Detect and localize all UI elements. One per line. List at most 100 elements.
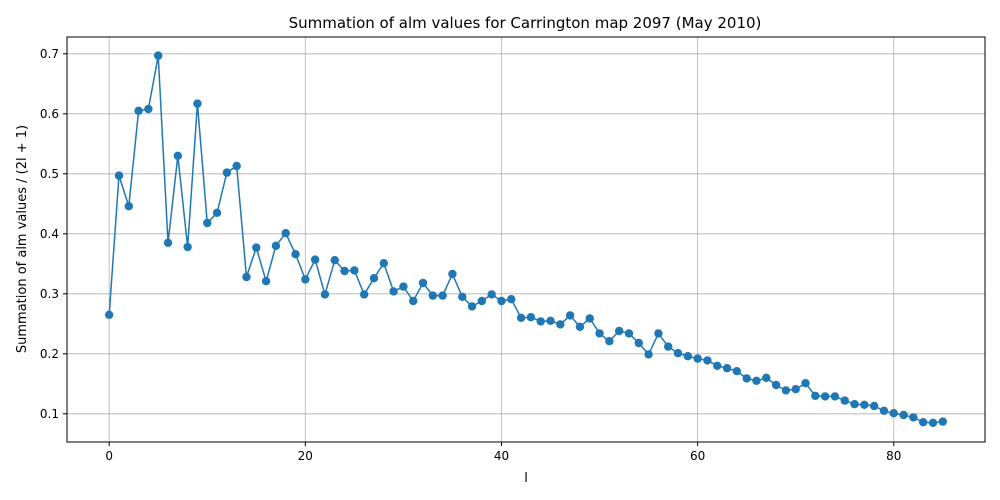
data-point [722, 364, 732, 373]
data-point [144, 104, 153, 114]
x-tick-label: 0 [105, 449, 113, 463]
data-point [791, 385, 800, 394]
data-point [330, 256, 339, 265]
y-tick-label: 0.2 [40, 347, 59, 361]
data-point [379, 259, 388, 268]
data-point [536, 317, 545, 326]
data-point [438, 291, 447, 300]
data-point [301, 275, 310, 284]
plot-frame [66, 36, 986, 443]
data-point [399, 282, 408, 291]
chart-title: Summation of alm values for Carrington m… [289, 14, 762, 32]
data-point [261, 277, 271, 286]
data-point [418, 278, 428, 288]
data-point [389, 287, 398, 296]
data-point [634, 338, 643, 348]
data-point [879, 406, 889, 415]
data-point [154, 51, 163, 60]
data-point [409, 296, 418, 306]
x-axis-label: l [524, 471, 528, 486]
data-point [742, 374, 751, 383]
data-point [183, 242, 192, 252]
data-point [467, 302, 477, 311]
x-tick-label: 60 [690, 449, 705, 463]
data-point [310, 255, 320, 264]
data-point [340, 266, 349, 276]
data-point [281, 229, 290, 238]
x-tick-label: 80 [886, 449, 901, 463]
data-point [242, 272, 251, 282]
data-point [869, 401, 879, 411]
data-point [369, 274, 379, 283]
data-point [840, 396, 849, 405]
y-tick-label: 0.7 [40, 47, 59, 61]
data-point [114, 171, 124, 180]
data-point [909, 413, 918, 422]
data-point [124, 202, 133, 211]
y-tick-label: 0.4 [40, 227, 59, 241]
y-tick-label: 0.6 [40, 107, 59, 121]
series-line [108, 55, 943, 424]
y-tick-label: 0.5 [40, 167, 59, 181]
data-point [507, 295, 516, 304]
data-point [830, 392, 840, 401]
data-point [762, 373, 771, 382]
data-point [565, 311, 575, 320]
data-point [732, 367, 742, 376]
data-point [771, 380, 781, 390]
data-point [899, 410, 908, 420]
data-point [713, 361, 722, 370]
axis-ticks: 0 20 40 60 80 0.1 0.2 0.3 0.4 0.5 0.6 0.7 [40, 47, 902, 463]
data-point [428, 291, 438, 300]
data-point [575, 322, 585, 331]
data-point [683, 352, 693, 361]
data-point [585, 314, 594, 323]
data-point [624, 329, 634, 338]
x-tick-label: 20 [298, 449, 313, 463]
y-tick-label: 0.1 [40, 407, 59, 421]
data-point [448, 269, 457, 279]
data-point [320, 290, 330, 299]
data-point [644, 350, 653, 359]
data-point [526, 313, 536, 322]
data-point [889, 409, 898, 418]
data-point [673, 349, 683, 358]
grid [67, 37, 985, 442]
data-point [614, 326, 624, 336]
data-point [693, 354, 702, 363]
data-point [820, 392, 830, 401]
data-point [497, 296, 506, 306]
data-point [359, 290, 369, 299]
data-point [134, 106, 143, 116]
data-point [654, 329, 663, 338]
data-point [801, 379, 810, 388]
data-point [477, 296, 487, 306]
data-point [222, 168, 232, 177]
data-point [546, 316, 555, 325]
data-point [860, 400, 869, 409]
data-point [752, 376, 761, 385]
data-point [252, 243, 261, 252]
data-point [850, 400, 859, 409]
data-point [458, 292, 467, 301]
data-point [193, 99, 202, 108]
data-point [919, 418, 928, 427]
data-point [811, 391, 820, 400]
data-point [938, 417, 948, 426]
data-point [605, 337, 614, 346]
data-point [212, 208, 222, 217]
data-point [350, 266, 359, 275]
data-point [664, 342, 673, 351]
data-point [928, 418, 938, 427]
x-tick-label: 40 [494, 449, 509, 463]
data-point [595, 329, 604, 338]
data-point [104, 310, 114, 319]
plot-area [104, 51, 948, 427]
data-point [781, 386, 791, 395]
data-point [163, 238, 173, 247]
data-point [556, 320, 565, 329]
data-point [232, 161, 241, 171]
data-point [703, 356, 712, 365]
data-point [516, 313, 526, 322]
y-tick-label: 0.3 [40, 287, 59, 301]
